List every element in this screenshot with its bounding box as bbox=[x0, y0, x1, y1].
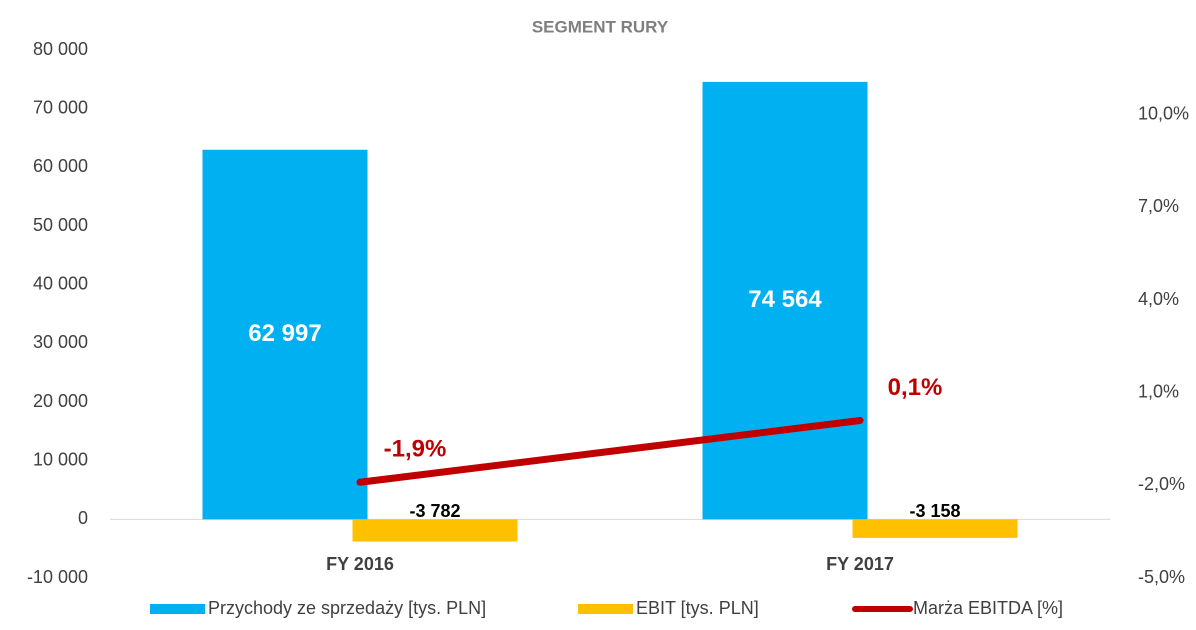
legend-swatch bbox=[150, 604, 205, 614]
legend-label: EBIT [tys. PLN] bbox=[636, 598, 759, 618]
bar bbox=[702, 81, 868, 520]
data-label: -3 782 bbox=[409, 501, 460, 521]
line-series bbox=[356, 417, 864, 486]
y2-tick-label: -5,0% bbox=[1138, 567, 1185, 587]
y-tick-label: -10 000 bbox=[27, 567, 88, 587]
legend-label: Marża EBITDA [%] bbox=[913, 598, 1063, 618]
y-tick-label: 60 000 bbox=[33, 156, 88, 176]
y-tick-label: 0 bbox=[78, 508, 88, 528]
y-tick-label: 10 000 bbox=[33, 449, 88, 469]
data-label: 74 564 bbox=[748, 286, 822, 313]
data-label: -1,9% bbox=[384, 436, 447, 463]
data-label: -3 158 bbox=[909, 501, 960, 521]
y-tick-label: 40 000 bbox=[33, 273, 88, 293]
y2-tick-label: 4,0% bbox=[1138, 289, 1179, 309]
y-tick-label: 20 000 bbox=[33, 391, 88, 411]
y-tick-label: 80 000 bbox=[33, 39, 88, 59]
y-tick-label: 30 000 bbox=[33, 332, 88, 352]
y-tick-label: 70 000 bbox=[33, 97, 88, 117]
y2-tick-label: 10,0% bbox=[1138, 104, 1189, 124]
data-label: 0,1% bbox=[888, 374, 943, 401]
bar bbox=[202, 149, 368, 520]
legend-label: Przychody ze sprzedaży [tys. PLN] bbox=[208, 598, 486, 618]
y2-tick-label: 7,0% bbox=[1138, 196, 1179, 216]
y2-tick-label: -2,0% bbox=[1138, 474, 1185, 494]
x-tick-label: FY 2016 bbox=[326, 554, 394, 574]
legend-swatch bbox=[578, 604, 633, 614]
chart-title: SEGMENT RURY bbox=[532, 17, 669, 36]
bar bbox=[352, 519, 518, 542]
y2-tick-label: 1,0% bbox=[1138, 381, 1179, 401]
x-tick-label: FY 2017 bbox=[826, 554, 894, 574]
data-label: 62 997 bbox=[248, 320, 321, 347]
bar bbox=[852, 519, 1018, 538]
y-tick-label: 50 000 bbox=[33, 215, 88, 235]
